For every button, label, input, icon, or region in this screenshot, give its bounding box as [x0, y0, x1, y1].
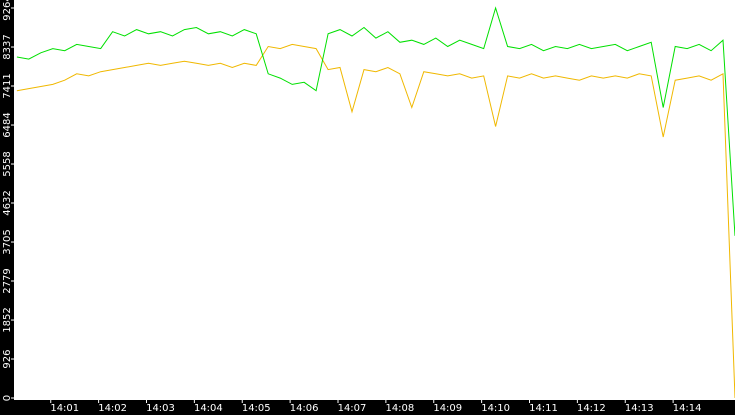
series-line [16, 6, 735, 236]
x-tick-label: 14:10 [481, 403, 510, 414]
x-axis-strip [0, 400, 735, 415]
y-tick-label: 0 [2, 395, 13, 401]
y-tick-label: 5558 [2, 151, 13, 176]
x-tick-label: 14:07 [338, 403, 367, 414]
series-line [16, 43, 735, 399]
x-tick-label: 14:01 [50, 403, 79, 414]
x-tick-label: 14:08 [385, 403, 414, 414]
y-axis-strip [0, 0, 14, 415]
x-tick-label: 14:03 [146, 403, 175, 414]
y-tick-label: 3705 [2, 229, 13, 254]
y-tick-label: 7411 [2, 73, 13, 98]
x-tick-label: 14:14 [673, 403, 702, 414]
y-tick-label: 8337 [2, 34, 13, 59]
y-tick-label: 1852 [2, 307, 13, 332]
y-tick-label: 2779 [2, 268, 13, 293]
x-tick-label: 14:04 [194, 403, 223, 414]
y-tick-label: 6484 [2, 112, 13, 137]
x-tick-label: 14:12 [577, 403, 606, 414]
x-tick-label: 14:06 [290, 403, 319, 414]
x-tick-label: 14:13 [625, 403, 654, 414]
y-tick-label: 9264 [2, 0, 13, 21]
x-tick-label: 14:11 [529, 403, 558, 414]
x-tick-label: 14:05 [242, 403, 271, 414]
x-tick-label: 14:09 [433, 403, 462, 414]
y-tick-label: 4632 [2, 190, 13, 215]
y-tick-label: 926 [2, 349, 13, 368]
x-tick-label: 14:02 [98, 403, 127, 414]
